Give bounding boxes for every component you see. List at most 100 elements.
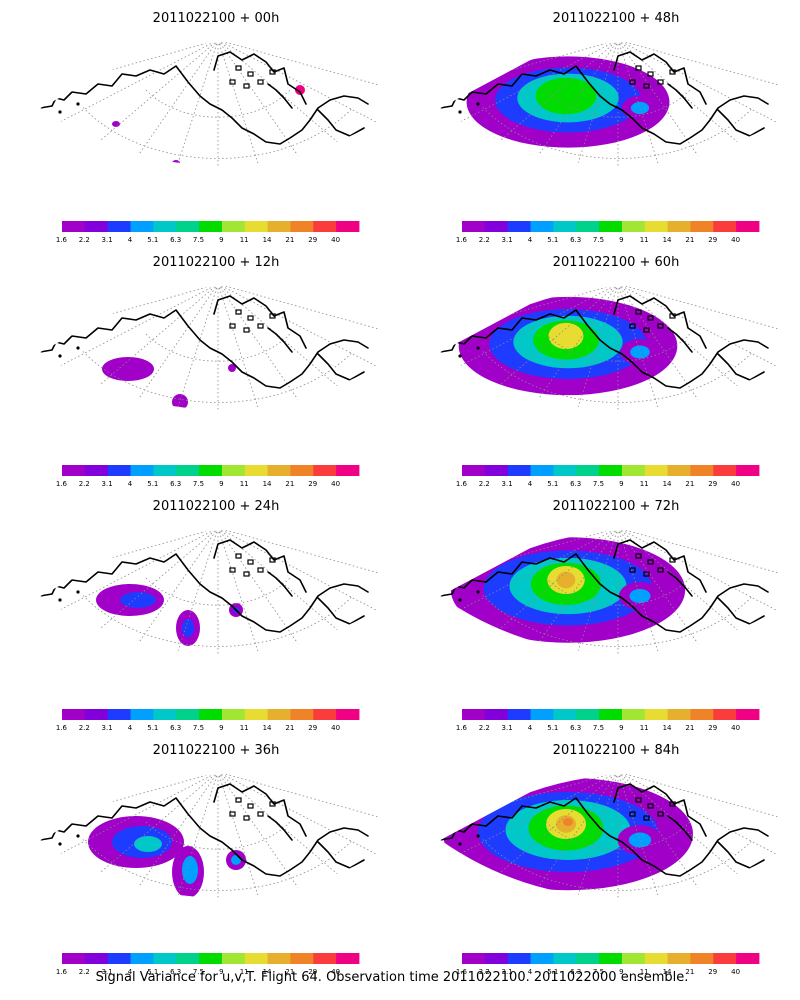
variance-contour (134, 836, 162, 852)
colorbar-tick-label: 14 (663, 480, 672, 488)
colorbar-tick-label: 1.6 (456, 968, 468, 976)
variance-contour (628, 832, 652, 848)
colorbar-tick-label: 11 (240, 724, 249, 732)
coastline (440, 295, 769, 389)
colorbar-tick-label: 29 (308, 236, 317, 244)
colorbar-tick-label: 1.6 (56, 480, 68, 488)
colorbar-swatch (599, 709, 623, 720)
colorbar-swatch (130, 709, 154, 720)
colorbar-tick-label: 40 (331, 968, 340, 976)
colorbar-tick-label: 6.3 (570, 480, 581, 488)
map-panel-00h: 2011022100 + 00h 1.6 2.2 3.1 4 5.1 6.3 7.5 9 11 14… (39, 11, 397, 244)
colorbar-swatch (484, 709, 509, 720)
colorbar-tick-label: 4 (528, 724, 533, 732)
map-area (440, 41, 796, 166)
colorbar-tick-label: 29 (708, 968, 717, 976)
colorbar-tick-label: 40 (731, 968, 740, 976)
variance-contour (228, 364, 236, 372)
map-area (40, 773, 396, 898)
colorbar-tick-label: 11 (240, 236, 249, 244)
colorbar-swatch (62, 709, 86, 720)
colorbar-tick-label: 11 (640, 968, 649, 976)
colorbar-swatch (290, 709, 314, 720)
colorbar-tick-label: 29 (708, 480, 717, 488)
colorbar-swatch (462, 953, 486, 964)
colorbar-tick-label: 29 (308, 968, 317, 976)
colorbar-tick-label: 14 (263, 480, 272, 488)
map-panel-24h: 2011022100 + 24h 1.6 2.2 3.1 4 5.1 6.3 7.5 9 11 14… (39, 499, 397, 732)
graticule (440, 773, 796, 898)
colorbar-swatch (507, 465, 531, 476)
colorbar-tick-label: 4 (128, 724, 133, 732)
colorbar-tick-label: 14 (263, 236, 272, 244)
colorbar-tick-label: 9 (619, 724, 623, 732)
variance-contour (707, 407, 729, 410)
colorbar-swatch (290, 465, 314, 476)
variance-contour (172, 394, 188, 410)
colorbar-swatch (736, 953, 760, 964)
panel-title: 2011022100 + 72h (553, 499, 680, 514)
colorbar-tick-label: 21 (285, 968, 294, 976)
colorbar-tick-label: 21 (285, 480, 294, 488)
colorbar-swatch (130, 953, 154, 964)
colorbar-tick-label: 1.6 (56, 236, 68, 244)
colorbar-swatch (153, 709, 177, 720)
colorbar-swatch (621, 709, 646, 720)
colorbar-swatch (176, 465, 200, 476)
colorbar-tick-label: 9 (219, 968, 223, 976)
colorbar-tick-label: 7.5 (193, 968, 204, 976)
colorbar-swatch (644, 465, 669, 476)
colorbar-tick-label: 7.5 (193, 724, 204, 732)
colorbar-swatch (176, 709, 200, 720)
colorbar-tick-label: 40 (731, 724, 740, 732)
colorbar-swatch (244, 465, 269, 476)
colorbar-tick-label: 7.5 (193, 236, 204, 244)
colorbar-tick-label: 40 (731, 480, 740, 488)
map-area (440, 773, 796, 898)
colorbar-swatch (107, 709, 131, 720)
colorbar-tick-label: 2.2 (479, 968, 490, 976)
colorbar-swatch (130, 221, 154, 232)
colorbar-tick-label: 9 (219, 236, 223, 244)
colorbar-tick-label: 4 (128, 236, 133, 244)
colorbar-swatch (644, 953, 669, 964)
colorbar-tick-label: 5.1 (547, 968, 558, 976)
colorbar-swatch (84, 221, 109, 232)
panel-title: 2011022100 + 36h (153, 743, 280, 758)
variance-contour (295, 85, 305, 95)
colorbar-swatch (62, 953, 86, 964)
colorbar-swatch (290, 221, 314, 232)
colorbar-swatch (153, 953, 177, 964)
colorbar-swatch (484, 953, 509, 964)
variance-contour (563, 818, 573, 826)
colorbar-swatch (336, 465, 360, 476)
map-area (40, 529, 396, 654)
colorbar-tick-label: 3.1 (502, 968, 513, 976)
colorbar-tick-label: 2.2 (79, 480, 90, 488)
colorbar-swatch (84, 953, 109, 964)
colorbar-tick-label: 9 (619, 480, 623, 488)
colorbar-swatch (690, 221, 714, 232)
colorbar-tick-label: 3.1 (102, 236, 113, 244)
colorbar-tick-label: 21 (685, 968, 694, 976)
colorbar-tick-label: 7.5 (593, 724, 604, 732)
colorbar-swatch (221, 953, 246, 964)
colorbar-swatch (667, 221, 691, 232)
coastline (40, 295, 369, 389)
colorbar-swatch (667, 709, 691, 720)
colorbar-tick-label: 6.3 (170, 968, 181, 976)
panel-title: 2011022100 + 24h (153, 499, 280, 514)
variance-contour (476, 655, 504, 674)
colorbar-tick-label: 9 (219, 724, 223, 732)
colorbar-swatch (690, 953, 714, 964)
colorbar-tick-label: 9 (619, 236, 623, 244)
colorbar-swatch (530, 221, 554, 232)
colorbar-tick-label: 3.1 (502, 236, 513, 244)
colorbar-swatch (599, 953, 623, 964)
colorbar-tick-label: 29 (308, 724, 317, 732)
colorbar-swatch (530, 953, 554, 964)
variance-field (458, 296, 729, 410)
colorbar-swatch (644, 221, 669, 232)
graticule (40, 529, 396, 654)
